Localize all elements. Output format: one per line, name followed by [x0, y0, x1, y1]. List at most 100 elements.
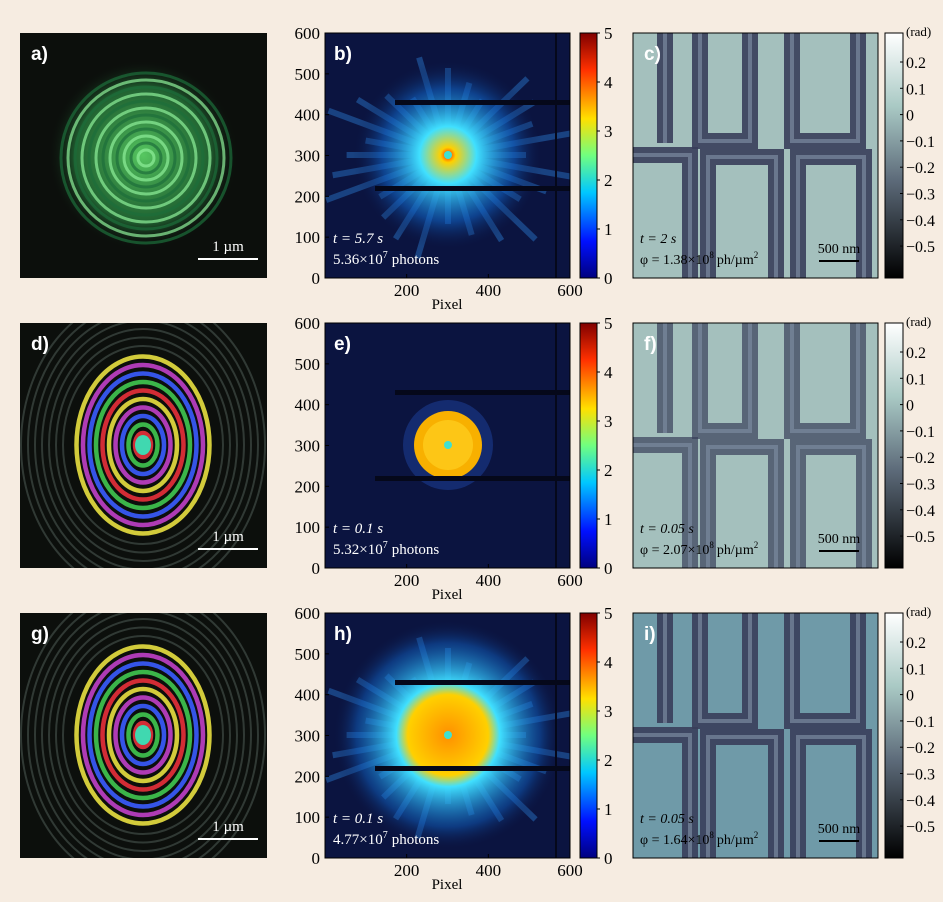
exponent: 8	[709, 250, 714, 260]
exposure-time: t = 0.05 s	[640, 522, 694, 537]
y-tick-label: 100	[295, 518, 321, 537]
panel-label: c)	[644, 44, 661, 65]
shadow-bar	[555, 323, 557, 568]
x-axis-label: Pixel	[432, 587, 463, 603]
colorbar-tick-label: 0	[604, 849, 613, 868]
y-tick-label: 200	[295, 477, 321, 496]
panel-label: g)	[31, 624, 49, 645]
colorbar-tick-label: −0.3	[906, 767, 935, 784]
colorbar-tick-label: −0.1	[906, 714, 935, 731]
page: a)1 µm0100200300400500600200400600Pixelb…	[0, 0, 943, 902]
colorbar-tick-label: −0.4	[906, 213, 935, 230]
exponent: 7	[383, 830, 388, 841]
exposure-time: t = 0.05 s	[640, 812, 694, 827]
mantissa: 5.36×10	[333, 252, 383, 268]
prefix: φ = 1.64×10	[640, 833, 709, 848]
y-tick-label: 0	[312, 849, 321, 868]
colorbar-tick-label: 0.2	[906, 345, 926, 362]
scale-bar-label: 500 nm	[818, 822, 861, 837]
unit: ph/µm	[717, 253, 754, 268]
panel-label: h)	[334, 624, 352, 645]
colorbar-tick-label: 0.2	[906, 635, 926, 652]
phase-colorbar	[885, 323, 903, 568]
scale-bar-label: 1 µm	[212, 819, 244, 835]
center	[135, 725, 151, 745]
colorbar-unit: (rad)	[906, 24, 931, 39]
scale-bar-label: 500 nm	[818, 242, 861, 257]
colorbar-tick-label: 5	[604, 314, 613, 333]
panel-label: e)	[334, 334, 351, 355]
x-axis-label: Pixel	[432, 297, 463, 313]
y-tick-label: 100	[295, 228, 321, 247]
colorbar-tick-label: −0.2	[906, 740, 935, 757]
phase-colorbar	[885, 613, 903, 858]
y-tick-label: 600	[295, 24, 321, 43]
exposure-time: t = 0.1 s	[333, 521, 383, 537]
y-tick-label: 300	[295, 437, 321, 456]
colorbar-tick-label: −0.4	[906, 793, 935, 810]
center	[135, 435, 151, 455]
shadow-bar	[555, 33, 557, 278]
colorbar-tick-label: −0.3	[906, 187, 935, 204]
prefix: φ = 2.07×10	[640, 543, 709, 558]
panel-label: a)	[31, 44, 48, 65]
colorbar-tick-label: 0.1	[906, 661, 926, 678]
exposure-time: t = 0.1 s	[333, 811, 383, 827]
x-tick-label: 400	[476, 861, 502, 880]
mantissa: 4.77×10	[333, 832, 383, 848]
phase-colorbar	[885, 33, 903, 278]
colorbar-tick-label: −0.1	[906, 134, 935, 151]
x-tick-label: 600	[557, 861, 583, 880]
colorbar-tick-label: −0.5	[906, 239, 935, 256]
y-tick-label: 400	[295, 106, 321, 125]
unit: photons	[392, 832, 440, 848]
scale-bar-label: 1 µm	[212, 239, 244, 255]
colorbar-tick-label: 2	[604, 461, 613, 480]
exponent: 8	[709, 830, 714, 840]
colorbar-tick-label: 4	[604, 653, 613, 672]
panel-label: i)	[644, 624, 656, 645]
colorbar-tick-label: 1	[604, 510, 613, 529]
colorbar-tick-label: 0	[906, 688, 914, 705]
panel-label: f)	[644, 334, 657, 355]
y-tick-label: 500	[295, 645, 321, 664]
unit: photons	[392, 252, 440, 268]
colorbar-tick-label: 0	[604, 559, 613, 578]
colorbar-tick-label: −0.5	[906, 819, 935, 836]
colorbar-tick-label: −0.5	[906, 529, 935, 546]
unit: photons	[392, 542, 440, 558]
colorbar-unit: (rad)	[906, 604, 931, 619]
x-tick-label: 200	[394, 281, 420, 300]
exponent: 7	[383, 250, 388, 261]
colorbar-unit: (rad)	[906, 314, 931, 329]
scale-bar-label: 1 µm	[212, 529, 244, 545]
y-tick-label: 300	[295, 147, 321, 166]
y-tick-label: 200	[295, 767, 321, 786]
colorbar-tick-label: 0.1	[906, 371, 926, 388]
colorbar-tick-label: 0	[906, 108, 914, 125]
center-spot	[444, 151, 452, 159]
colorbar-tick-label: 1	[604, 800, 613, 819]
y-tick-label: 400	[295, 686, 321, 705]
colorbar-tick-label: 0	[906, 398, 914, 415]
colorbar-tick-label: −0.2	[906, 160, 935, 177]
y-tick-label: 300	[295, 727, 321, 746]
colorbar-tick-label: 2	[604, 171, 613, 190]
colorbar-tick-label: 0	[604, 269, 613, 288]
x-tick-label: 600	[557, 571, 583, 590]
fluence: φ = 1.64×108ph/µm2	[640, 830, 758, 848]
colorbar-tick-label: 3	[604, 412, 613, 431]
y-tick-label: 0	[312, 269, 321, 288]
colorbar-tick-label: −0.4	[906, 503, 935, 520]
colorbar-tick-label: 2	[604, 751, 613, 770]
y-tick-label: 200	[295, 187, 321, 206]
colorbar-tick-label: 5	[604, 24, 613, 43]
unit-exponent: 2	[754, 830, 759, 840]
exposure-time: t = 5.7 s	[333, 231, 383, 247]
y-tick-label: 500	[295, 65, 321, 84]
exposure-time: t = 2 s	[640, 232, 677, 247]
colorbar-tick-label: 1	[604, 220, 613, 239]
panel-label: d)	[31, 334, 49, 355]
x-tick-label: 200	[394, 861, 420, 880]
